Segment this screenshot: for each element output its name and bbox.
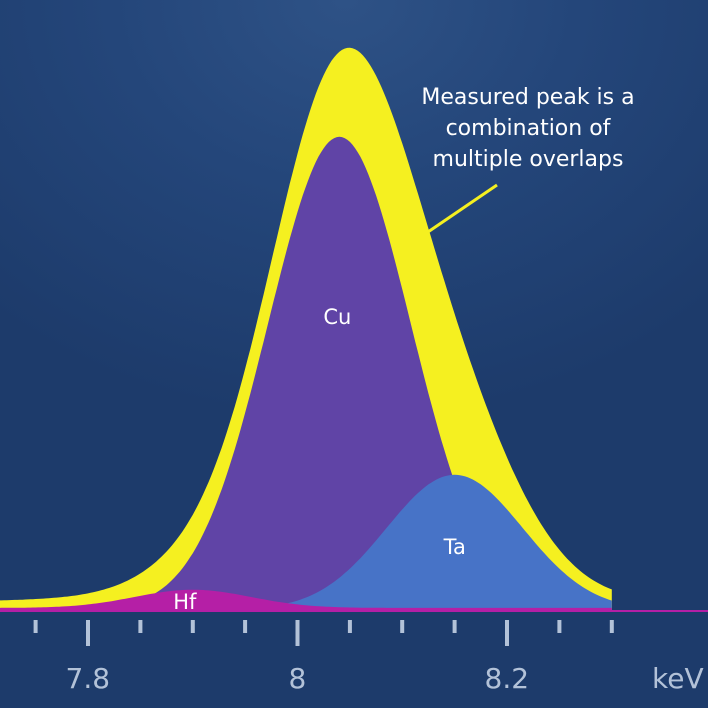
- series-label-ta: Ta: [443, 535, 466, 559]
- x-minor-tick: [138, 620, 143, 633]
- x-tick-label-7-8: 7.8: [65, 662, 111, 695]
- hf-peak-layer: [0, 589, 612, 610]
- x-minor-tick: [347, 620, 352, 633]
- x-minor-tick: [557, 620, 562, 633]
- x-major-tick: [505, 620, 509, 646]
- x-minor-tick: [190, 620, 195, 633]
- x-major-tick: [86, 620, 90, 646]
- x-major-tick: [295, 620, 300, 646]
- annotation-line-3: multiple overlaps: [432, 147, 624, 172]
- annotation-text: Measured peak is a combination of multip…: [412, 82, 644, 175]
- x-tick-label-8-2: 8.2: [484, 662, 530, 695]
- annotation-leader: [424, 183, 498, 236]
- annotation-line-1: Measured peak is a: [421, 85, 635, 110]
- series-label-hf: Hf: [173, 590, 197, 614]
- x-tick-label-8: 8: [288, 662, 307, 695]
- cu-peak-layer: [0, 136, 612, 610]
- series-label-cu: Cu: [323, 305, 352, 329]
- cu-peak-area: [0, 136, 612, 610]
- annotation-leader-line: [424, 183, 498, 236]
- annotation-line-2: combination of: [445, 116, 611, 141]
- x-minor-tick: [452, 620, 457, 633]
- x-minor-tick: [33, 620, 38, 633]
- x-minor-tick: [400, 620, 405, 633]
- x-minor-tick: [609, 620, 614, 633]
- ta-peak-layer: [0, 474, 612, 610]
- x-axis-unit-label: keV: [652, 662, 704, 695]
- ta-peak-area: [0, 474, 612, 610]
- x-axis: [0, 610, 708, 646]
- x-minor-tick: [243, 620, 248, 633]
- hf-peak-area: [0, 589, 612, 610]
